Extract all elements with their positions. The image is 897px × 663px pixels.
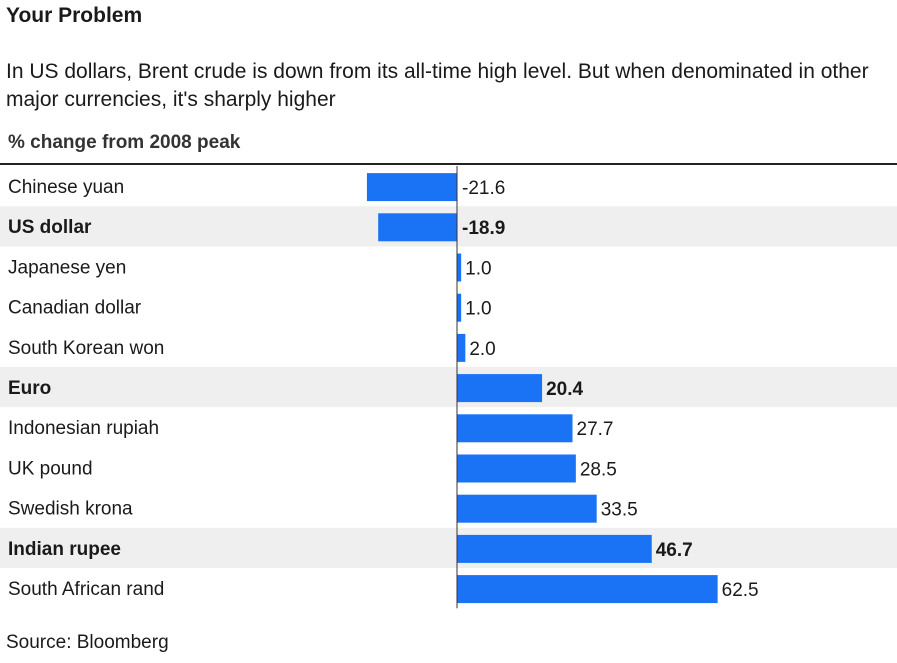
bar-chinese-yuan <box>366 173 457 202</box>
category-label-indian-rupee: Indian rupee <box>8 539 121 560</box>
category-label-uk-pound: UK pound <box>8 458 93 479</box>
category-label-euro: Euro <box>8 378 51 399</box>
category-label-canadian-dollar: Canadian dollar <box>8 298 142 319</box>
highlight-row-euro <box>0 367 897 408</box>
bar-japanese-yen <box>457 253 462 282</box>
value-label-us-dollar: -18.9 <box>462 218 505 239</box>
bar-indonesian-rupiah <box>457 414 573 443</box>
category-label-chinese-yuan: Chinese yuan <box>8 177 124 198</box>
category-label-south-korean-won: South Korean won <box>8 338 164 359</box>
chart-title: Your Problem <box>6 4 143 27</box>
value-label-swedish-krona: 33.5 <box>601 500 638 521</box>
value-label-chinese-yuan: -21.6 <box>462 178 505 199</box>
category-label-japanese-yen: Japanese yen <box>8 257 126 278</box>
category-label-indonesian-rupiah: Indonesian rupiah <box>8 418 159 439</box>
value-label-indonesian-rupiah: 27.7 <box>577 419 614 440</box>
header-divider <box>0 163 897 165</box>
bar-canadian-dollar <box>457 293 462 322</box>
category-label-south-african-rand: South African rand <box>8 579 164 600</box>
category-label-swedish-krona: Swedish krona <box>8 499 133 520</box>
source-note: Source: Bloomberg <box>6 632 169 653</box>
column-header: % change from 2008 peak <box>8 132 241 153</box>
bar-indian-rupee <box>457 534 652 563</box>
bar-swedish-krona <box>457 494 597 523</box>
value-label-japanese-yen: 1.0 <box>465 258 491 279</box>
value-label-euro: 20.4 <box>546 379 583 400</box>
bar-chart: Chinese yuan -21.6 US dollar -18.9 Japanese … <box>0 166 897 609</box>
value-label-indian-rupee: 46.7 <box>656 540 693 561</box>
bar-south-korean-won <box>457 333 466 362</box>
value-label-uk-pound: 28.5 <box>580 459 617 480</box>
chart-subtitle: In US dollars, Brent crude is down from … <box>6 60 869 111</box>
highlight-row-indian-rupee <box>0 527 897 568</box>
bar-us-dollar <box>378 213 457 242</box>
category-label-us-dollar: US dollar <box>8 217 92 238</box>
bar-south-african-rand <box>457 575 718 604</box>
value-label-south-african-rand: 62.5 <box>722 580 759 601</box>
value-label-south-korean-won: 2.0 <box>469 339 495 360</box>
value-label-canadian-dollar: 1.0 <box>465 299 491 320</box>
bar-euro <box>457 374 543 403</box>
bar-uk-pound <box>457 454 576 483</box>
